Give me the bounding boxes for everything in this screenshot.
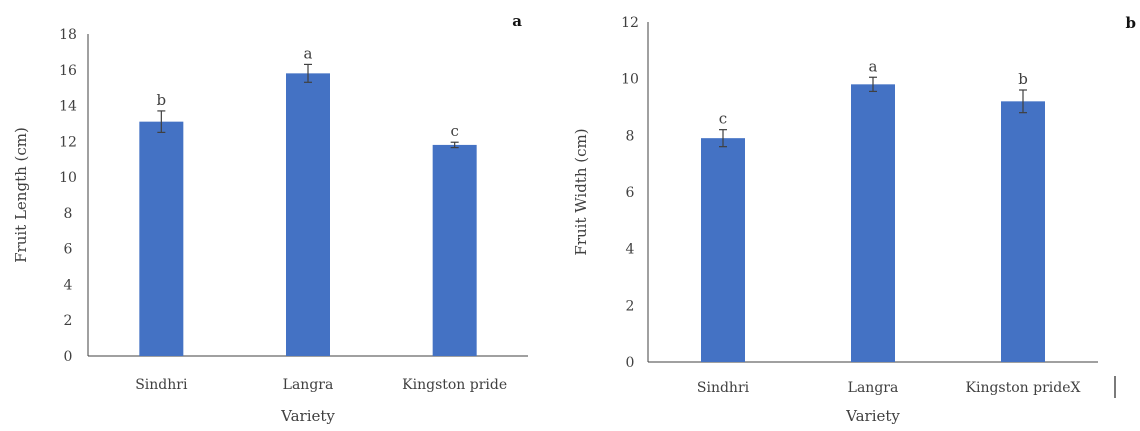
panel-b-y-tick-label: 8 (626, 128, 635, 144)
panel-b-y-tick-label: 4 (626, 242, 635, 258)
panel-b-significance-label-3: b (1018, 70, 1028, 88)
panel-b-category-label-1: Sindhri (697, 380, 750, 396)
panel-a-bar-1 (139, 121, 184, 357)
panel-a-significance-label-3: c (450, 122, 458, 140)
panel-a-significance-label-2: a (304, 44, 313, 62)
panel-b-category-label-3: Kingston prideX (966, 380, 1081, 396)
panel-b-x-axis-title: Variety (845, 407, 900, 425)
panel-a-y-tick-label: 18 (59, 27, 77, 43)
panel-a-y-tick-label: 12 (59, 134, 77, 150)
panel-a-bar-2 (286, 73, 330, 356)
panel-a-y-tick-label: 8 (64, 206, 73, 222)
panel-b-y-tick-label: 10 (621, 72, 639, 88)
panel-a-y-tick-label: 0 (64, 349, 73, 365)
panel-a-y-tick-label: 2 (64, 313, 73, 329)
panel-a-panel-letter: a (512, 12, 522, 30)
panel-a-y-axis-title: Fruit Length (cm) (12, 127, 30, 263)
panel-b-bar-1 (701, 138, 745, 362)
panel-b-significance-label-1: c (719, 110, 727, 128)
panel-b-bar-3 (1001, 101, 1045, 362)
panel-a-category-label-1: Sindhri (135, 377, 188, 393)
panel-b-y-axis-title: Fruit Width (cm) (572, 128, 590, 255)
panel-a-x-axis-title: Variety (280, 407, 335, 425)
panel-a-significance-label-1: b (157, 91, 167, 109)
panel-a-bar-3 (432, 144, 477, 356)
panel-a-y-tick-label: 10 (59, 170, 77, 186)
panel-a-category-label-3: Kingston pride (402, 377, 507, 393)
panel-b-panel-letter: b (1126, 14, 1137, 32)
panel-b-y-tick-label: 12 (621, 15, 639, 31)
panel-a-y-tick-label: 14 (59, 99, 77, 115)
panel-b-category-label-2: Langra (848, 380, 899, 396)
panel-b-y-tick-label: 0 (626, 355, 635, 371)
panel-b-bar-2 (851, 84, 895, 362)
panel-a-y-tick-label: 16 (59, 63, 77, 79)
panel-b-y-tick-label: 2 (626, 298, 635, 314)
panel-a-y-tick-label: 6 (64, 242, 73, 258)
panel-b-y-tick-label: 6 (626, 185, 635, 201)
panel-a-y-tick-label: 4 (64, 277, 73, 293)
panel-a-category-label-2: Langra (283, 377, 334, 393)
panel-b-significance-label-2: a (869, 57, 878, 75)
